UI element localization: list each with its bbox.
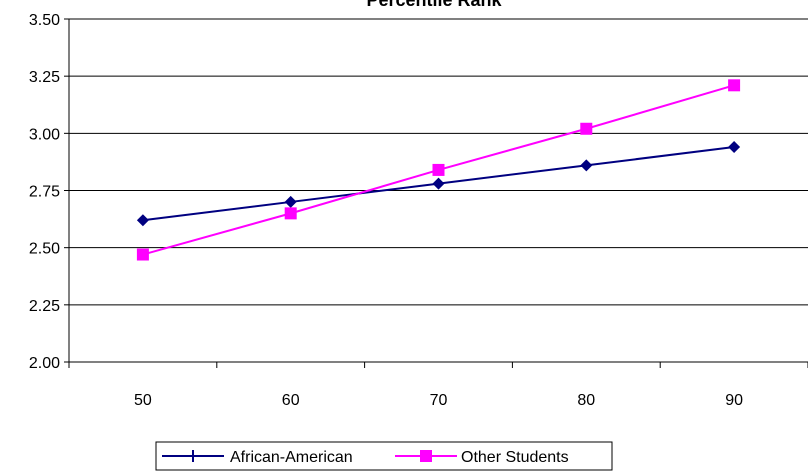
x-tick-label: 90	[725, 392, 743, 409]
data-point	[284, 207, 297, 220]
legend-marker	[420, 450, 432, 462]
gridlines	[69, 18, 808, 306]
chart-title: Percentile Rank	[366, 0, 502, 10]
data-point	[728, 79, 741, 92]
data-point	[432, 177, 445, 190]
data-point	[580, 122, 593, 135]
legend-label: Other Students	[461, 449, 569, 466]
legend-item: African-American	[162, 449, 353, 466]
x-tick-label: 50	[134, 392, 152, 409]
legend-item: Other Students	[395, 449, 569, 466]
data-point	[432, 163, 445, 176]
y-tick-label: 3.50	[29, 12, 60, 29]
y-tick-label: 3.00	[29, 126, 60, 143]
legend-box	[155, 441, 613, 471]
y-tick-label: 2.50	[29, 241, 60, 258]
axes: 2.00 2.25 2.50 2.75 3.00 3.25 3.50 50 60 70 80 90	[29, 12, 808, 409]
data-point	[580, 159, 593, 172]
legend: African-American Other Students	[155, 441, 613, 471]
series-group	[136, 79, 741, 261]
x-tick-label: 80	[577, 392, 595, 409]
data-point	[136, 248, 149, 261]
data-point	[728, 141, 741, 154]
y-tick-label: 2.75	[29, 184, 60, 201]
legend-label: African-American	[230, 449, 353, 466]
series-other-students	[136, 79, 741, 261]
y-tick-label: 2.00	[29, 355, 60, 372]
x-tick-label: 70	[430, 392, 448, 409]
x-tick-label: 60	[282, 392, 300, 409]
y-tick-label: 3.25	[29, 69, 60, 86]
data-point	[284, 195, 297, 208]
y-tick-label: 2.25	[29, 298, 60, 315]
series-african-american	[136, 141, 741, 227]
data-point	[136, 214, 149, 227]
